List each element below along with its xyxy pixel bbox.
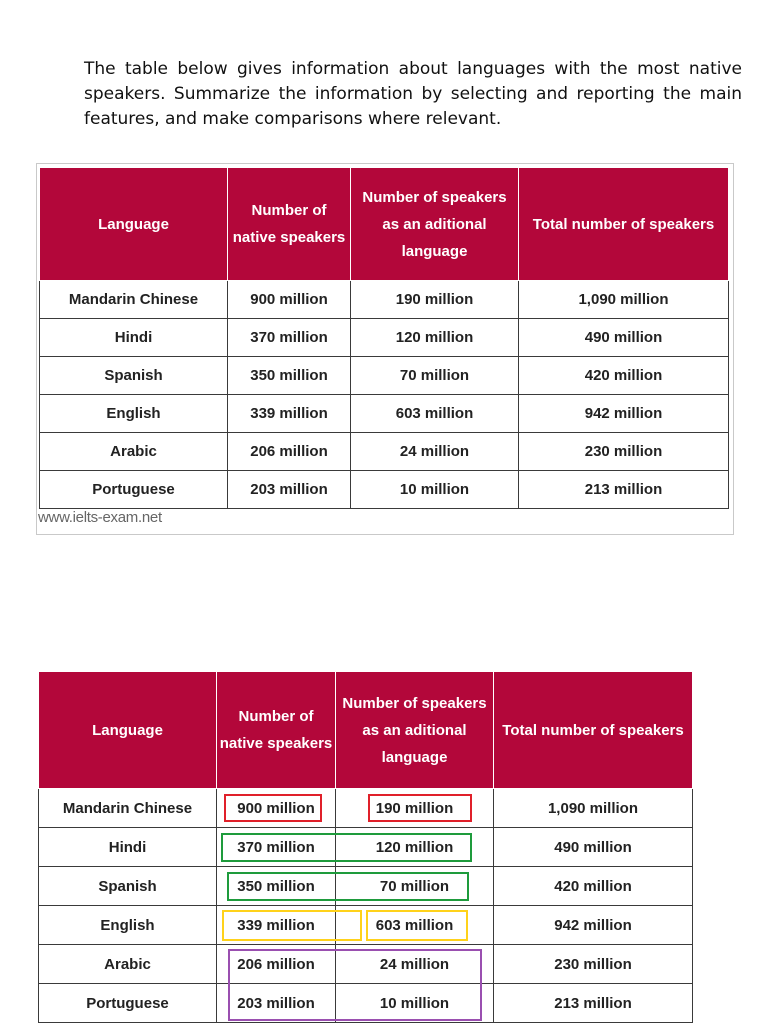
table-row: Mandarin Chinese 900 million 190 million 1,… bbox=[38, 788, 693, 828]
cell-additional: 24 million bbox=[350, 432, 519, 471]
highlight-red-native bbox=[224, 794, 322, 822]
cell-native: 203 million bbox=[227, 470, 351, 509]
cell-additional: 603 million bbox=[350, 394, 519, 433]
cell-total: 420 million bbox=[518, 356, 729, 395]
table-row: Spanish 350 million 70 million 420 million bbox=[39, 356, 729, 395]
cell-language: Mandarin Chinese bbox=[39, 280, 228, 319]
cell-total: 942 million bbox=[518, 394, 729, 433]
highlight-purple bbox=[228, 949, 482, 1021]
table-header-row: Language Number of native speakers Numbe… bbox=[39, 167, 729, 281]
cell-language: Hindi bbox=[38, 827, 217, 867]
header-language: Language bbox=[38, 671, 217, 789]
header-native-speakers: Number of native speakers bbox=[216, 671, 336, 789]
cell-native: 350 million bbox=[227, 356, 351, 395]
cell-total: 490 million bbox=[518, 318, 729, 357]
cell-language: Spanish bbox=[38, 866, 217, 906]
header-additional-speakers: Number of speakers as an aditional langu… bbox=[350, 167, 519, 281]
header-language: Language bbox=[39, 167, 228, 281]
header-native-speakers: Number of native speakers bbox=[227, 167, 351, 281]
cell-additional: 10 million bbox=[350, 470, 519, 509]
cell-total: 1,090 million bbox=[493, 788, 693, 828]
highlight-green-spanish bbox=[227, 872, 469, 901]
highlight-yellow-native bbox=[222, 910, 362, 941]
cell-total: 230 million bbox=[518, 432, 729, 471]
cell-language: Hindi bbox=[39, 318, 228, 357]
table-row: Hindi 370 million 120 million 490 million bbox=[39, 318, 729, 357]
table-row: Portuguese 203 million 10 million 213 milli… bbox=[39, 470, 729, 509]
cell-total: 213 million bbox=[493, 983, 693, 1023]
table-row: Arabic 206 million 24 million 230 million bbox=[39, 432, 729, 471]
task-prompt: The table below gives information about … bbox=[84, 59, 742, 129]
cell-language: Portuguese bbox=[39, 470, 228, 509]
cell-language: English bbox=[38, 905, 217, 945]
table-row: English 339 million 603 million 942 million bbox=[39, 394, 729, 433]
header-total-speakers: Total number of speakers bbox=[493, 671, 693, 789]
cell-total: 1,090 million bbox=[518, 280, 729, 319]
table-header-row: Language Number of native speakers Numbe… bbox=[38, 671, 693, 789]
cell-language: Arabic bbox=[38, 944, 217, 984]
cell-native: 339 million bbox=[227, 394, 351, 433]
cell-total: 213 million bbox=[518, 470, 729, 509]
highlight-green-hindi bbox=[221, 833, 472, 862]
table-row: Portuguese 203 million 10 million 213 milli… bbox=[38, 983, 693, 1023]
cell-language: Spanish bbox=[39, 356, 228, 395]
header-total-speakers: Total number of speakers bbox=[518, 167, 729, 281]
cell-total: 490 million bbox=[493, 827, 693, 867]
cell-total: 942 million bbox=[493, 905, 693, 945]
cell-language: Mandarin Chinese bbox=[38, 788, 217, 828]
cell-additional: 10 million bbox=[335, 983, 494, 1023]
source-watermark: www.ielts-exam.net bbox=[38, 509, 162, 526]
cell-native: 203 million bbox=[216, 983, 336, 1023]
cell-native: 206 million bbox=[227, 432, 351, 471]
table-row: Mandarin Chinese 900 million 190 million 1,… bbox=[39, 280, 729, 319]
cell-total: 230 million bbox=[493, 944, 693, 984]
highlight-yellow-additional bbox=[366, 910, 468, 941]
cell-total: 420 million bbox=[493, 866, 693, 906]
cell-native: 370 million bbox=[227, 318, 351, 357]
cell-additional: 70 million bbox=[350, 356, 519, 395]
highlight-red-additional bbox=[368, 794, 472, 822]
header-additional-speakers: Number of speakers as an aditional langu… bbox=[335, 671, 494, 789]
cell-additional: 190 million bbox=[350, 280, 519, 319]
cell-native: 900 million bbox=[227, 280, 351, 319]
cell-language: Portuguese bbox=[38, 983, 217, 1023]
cell-language: English bbox=[39, 394, 228, 433]
cell-additional: 120 million bbox=[350, 318, 519, 357]
languages-table-top: Language Number of native speakers Numbe… bbox=[39, 167, 729, 509]
cell-additional: 24 million bbox=[335, 944, 494, 984]
cell-language: Arabic bbox=[39, 432, 228, 471]
